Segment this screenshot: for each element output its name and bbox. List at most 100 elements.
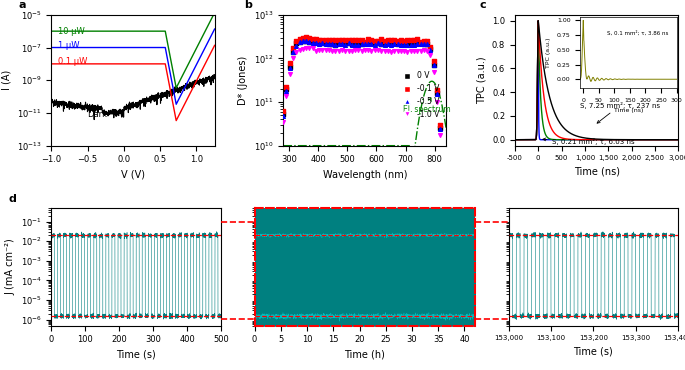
Point xyxy=(317,40,328,46)
Point xyxy=(327,41,338,47)
Point xyxy=(389,37,400,43)
Point xyxy=(314,47,325,53)
Point xyxy=(347,48,358,54)
Point xyxy=(320,37,331,43)
Point xyxy=(402,37,413,43)
Point xyxy=(428,63,439,68)
Legend: 0 V, -0.1 V, -0.5 V, -1.0 V: 0 V, -0.1 V, -0.5 V, -1.0 V xyxy=(397,68,443,122)
Point xyxy=(336,37,347,43)
Point xyxy=(349,47,360,53)
Point xyxy=(389,41,400,47)
Point xyxy=(369,43,380,48)
Point xyxy=(353,41,364,47)
Point xyxy=(432,91,443,97)
Point xyxy=(327,41,338,47)
Point xyxy=(336,41,347,47)
Point xyxy=(356,48,367,54)
Point xyxy=(373,38,384,44)
Point xyxy=(307,36,318,42)
Point xyxy=(379,38,390,44)
Point xyxy=(412,48,423,54)
Point xyxy=(408,41,419,47)
Point xyxy=(277,119,288,125)
Point xyxy=(320,40,331,46)
Point xyxy=(360,41,371,47)
Point xyxy=(421,48,432,54)
Point xyxy=(382,48,393,54)
Point xyxy=(425,52,436,58)
Point xyxy=(281,85,292,91)
Point xyxy=(334,37,345,43)
Point xyxy=(392,41,403,47)
Point xyxy=(284,64,295,70)
Point xyxy=(421,41,432,47)
Point xyxy=(412,40,423,46)
X-axis label: Time (s): Time (s) xyxy=(116,350,156,360)
Text: c: c xyxy=(479,0,486,10)
Point xyxy=(294,39,305,45)
Point xyxy=(334,48,345,54)
Point xyxy=(376,41,387,47)
Point xyxy=(376,36,387,42)
Text: S, 7.25 mm²; τ, 237 ns: S, 7.25 mm²; τ, 237 ns xyxy=(580,102,660,123)
Point xyxy=(343,37,354,43)
Point xyxy=(386,40,397,46)
Point xyxy=(356,37,367,43)
Point xyxy=(314,41,325,47)
Text: a: a xyxy=(18,0,26,10)
Point xyxy=(297,46,308,52)
Point xyxy=(419,41,429,47)
Point xyxy=(336,40,347,46)
Y-axis label: D* (Jones): D* (Jones) xyxy=(238,56,248,105)
Point xyxy=(330,37,341,43)
Point xyxy=(432,90,443,96)
Point xyxy=(399,38,410,44)
Point xyxy=(435,122,446,128)
Point xyxy=(360,40,371,46)
Point xyxy=(347,41,358,47)
Point xyxy=(297,35,308,41)
Point xyxy=(399,48,410,54)
Point xyxy=(314,40,325,46)
Point xyxy=(419,38,429,44)
Point xyxy=(392,38,403,44)
Point xyxy=(310,48,321,54)
Point xyxy=(389,40,400,46)
Point xyxy=(356,41,367,47)
Point xyxy=(415,40,426,46)
Point xyxy=(288,49,299,55)
Point xyxy=(360,47,371,53)
Point xyxy=(379,41,390,47)
X-axis label: Time (ns): Time (ns) xyxy=(573,167,619,177)
Text: S, 0.21 mm²; τ, 6.03 ns: S, 0.21 mm²; τ, 6.03 ns xyxy=(543,138,635,145)
Point xyxy=(281,93,292,99)
Point xyxy=(297,38,308,44)
Point xyxy=(406,48,416,54)
Point xyxy=(330,42,341,48)
Point xyxy=(290,43,301,48)
Point xyxy=(438,161,449,167)
Point xyxy=(369,40,380,46)
Point xyxy=(356,41,367,47)
Point xyxy=(340,42,351,48)
Text: Dark: Dark xyxy=(87,110,108,119)
Point xyxy=(386,49,397,55)
X-axis label: Time (s): Time (s) xyxy=(573,347,613,357)
Point xyxy=(399,41,410,47)
Point xyxy=(343,40,354,46)
Point xyxy=(304,46,315,51)
Point xyxy=(290,40,301,46)
Point xyxy=(349,41,360,47)
Point xyxy=(395,37,406,43)
Point xyxy=(301,34,312,40)
Point xyxy=(369,38,380,44)
Point xyxy=(347,37,358,43)
Point xyxy=(386,37,397,43)
Point xyxy=(382,41,393,47)
Point xyxy=(402,42,413,48)
Point xyxy=(435,126,446,132)
Point xyxy=(373,40,384,46)
Point xyxy=(419,47,429,53)
Point xyxy=(297,38,308,44)
Y-axis label: TPC (a.u.): TPC (a.u.) xyxy=(476,56,486,104)
